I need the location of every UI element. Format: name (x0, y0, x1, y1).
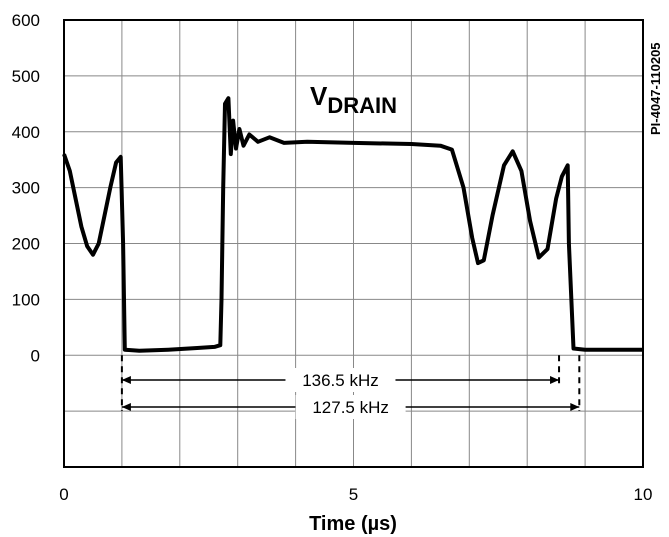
x-tick-label: 5 (349, 485, 358, 504)
x-axis-ticks: 0 5 10 (59, 485, 652, 504)
trace-label-sub: DRAIN (327, 93, 397, 118)
y-axis-ticks: 0 100 200 300 400 500 600 (12, 11, 40, 365)
trace-label-main: V (310, 81, 328, 111)
annotation-arrowhead-left (121, 403, 131, 411)
x-tick-label: 10 (634, 485, 653, 504)
annotation-label-bg (285, 368, 396, 392)
frequency-annotation: 127.5 kHz (121, 355, 581, 419)
y-tick-label: 500 (12, 67, 40, 86)
y-tick-label: 0 (31, 346, 40, 365)
annotation-label: 127.5 kHz (312, 398, 389, 417)
annotation-arrowhead-right (550, 376, 560, 384)
vdrain-trace (62, 96, 643, 353)
y-tick-label: 300 (12, 179, 40, 198)
annotation-label: 136.5 kHz (302, 371, 379, 390)
trace-label: VDRAIN (310, 81, 397, 118)
y-tick-label: 200 (12, 235, 40, 254)
x-axis-label: Time (µs) (309, 513, 397, 535)
figure-id: PI-4047-110205 (648, 42, 663, 135)
annotation-arrowhead-left (121, 376, 131, 384)
plot-frame (63, 19, 644, 468)
annotation-arrowhead-right (570, 403, 580, 411)
y-tick-label: 100 (12, 290, 40, 309)
y-tick-label: 600 (12, 11, 40, 30)
frequency-annotation: 136.5 kHz (121, 355, 561, 392)
x-tick-label: 0 (59, 485, 68, 504)
annotation-label-bg (295, 395, 406, 419)
frequency-annotations: 136.5 kHz 127.5 kHz (120, 355, 581, 419)
y-tick-label: 400 (12, 123, 40, 142)
